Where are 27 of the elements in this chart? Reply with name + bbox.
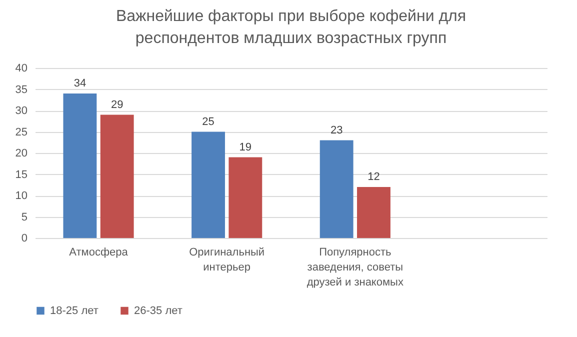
- y-tick-label: 25: [15, 126, 28, 138]
- y-tick-label: 35: [15, 84, 28, 96]
- y-tick-label: 30: [15, 105, 28, 117]
- chart-title: Важнейшие факторы при выборе кофейни для респондентов младших возрастных групп: [116, 8, 466, 47]
- bar: [63, 94, 97, 238]
- data-label: 12: [368, 171, 380, 183]
- data-label: 25: [202, 116, 214, 128]
- bar: [228, 157, 262, 238]
- y-tick-label: 5: [21, 211, 28, 224]
- x-tick-label: Атмосфера: [69, 246, 129, 258]
- y-tick-label: 20: [15, 148, 28, 160]
- bar: [192, 132, 225, 238]
- bar: [320, 140, 354, 238]
- y-tick-label: 0: [21, 232, 28, 244]
- y-tick-label: 10: [15, 190, 28, 202]
- x-tick-label: Оригинальный интерьер: [189, 246, 265, 274]
- data-label: 29: [110, 98, 124, 111]
- data-label: 19: [239, 141, 252, 154]
- x-tick-label: Популярность заведения, советы друзей и знакомых: [306, 246, 404, 288]
- y-tick-label: 40: [15, 62, 28, 74]
- bar: [357, 187, 390, 238]
- y-tick-label: 15: [15, 168, 28, 181]
- legend-label: 18-25 лет: [50, 304, 98, 317]
- legend-label: 26-35 лет: [134, 304, 182, 317]
- bar: [100, 114, 134, 238]
- data-label: 23: [330, 124, 343, 136]
- data-label: 34: [74, 78, 86, 90]
